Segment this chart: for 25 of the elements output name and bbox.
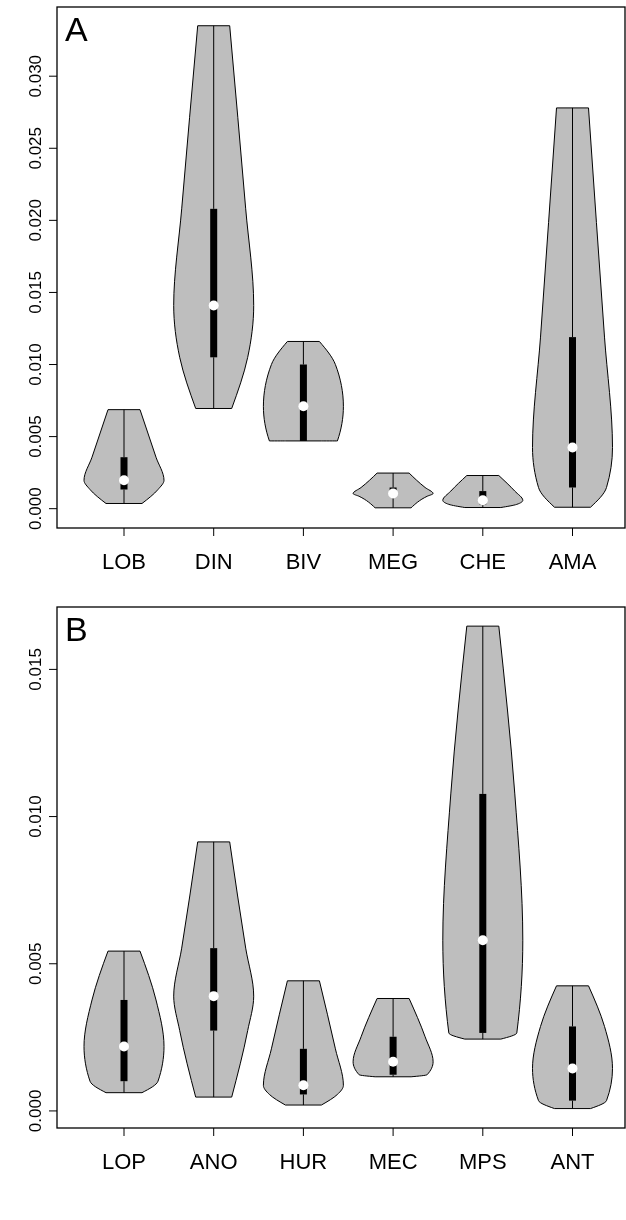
x-tick-label: DIN (194, 549, 233, 574)
x-tick-label: AMA (548, 549, 597, 574)
x-tick-label: ANO (189, 1149, 238, 1174)
y-tick-label: 0.025 (26, 127, 45, 170)
x-tick-label: LOP (101, 1149, 147, 1174)
y-tick-label: 0.015 (26, 271, 45, 314)
y-tick-label: 0.000 (26, 1089, 45, 1133)
x-tick-label: BIV (285, 549, 322, 574)
y-tick-label: 0.010 (26, 795, 45, 838)
x-tick-label: MEC (368, 1149, 418, 1174)
y-tick-label: 0.000 (26, 487, 45, 530)
y-tick-label: 0.005 (26, 942, 45, 986)
y-tick-label: 0.010 (26, 343, 45, 386)
x-tick-label: MEG (368, 549, 419, 574)
y-tick-label: 0.030 (26, 54, 45, 98)
x-tick-label: LOB (101, 549, 147, 574)
x-tick-label: ANT (550, 1149, 595, 1174)
x-tick-label: HUR (279, 1149, 328, 1174)
x-tick-label: MPS (458, 1149, 507, 1174)
chart-title: B (65, 610, 88, 648)
y-tick-label: 0.020 (26, 199, 45, 242)
y-tick-label: 0.005 (26, 415, 45, 458)
y-tick-label: 0.015 (26, 648, 45, 691)
chart-title: A (65, 10, 88, 48)
x-tick-label: CHE (459, 549, 507, 574)
